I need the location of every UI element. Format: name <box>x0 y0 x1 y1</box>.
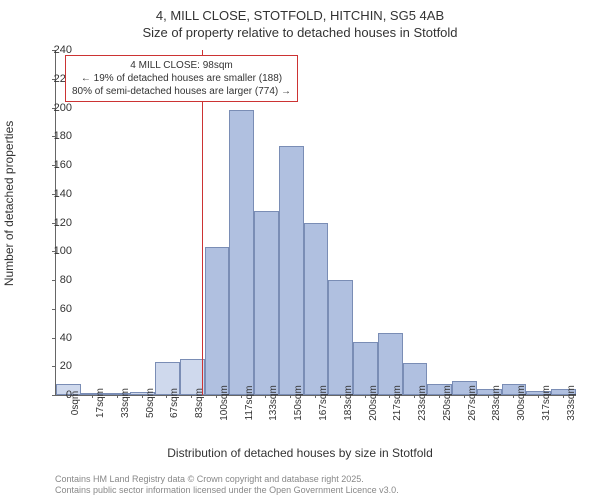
histogram-bar <box>205 247 230 395</box>
xtick-label: 33sqm <box>120 388 131 418</box>
xtick-label: 150sqm <box>293 385 304 421</box>
xtick-label: 283sqm <box>491 385 502 421</box>
ytick-label: 140 <box>42 188 72 200</box>
chart-title-2: Size of property relative to detached ho… <box>0 25 600 42</box>
xtick-label: 0sqm <box>70 391 81 415</box>
histogram-bar <box>254 211 279 395</box>
xtick-label: 267sqm <box>467 385 478 421</box>
xtick-label: 333sqm <box>566 385 577 421</box>
chart-titles: 4, MILL CLOSE, STOTFOLD, HITCHIN, SG5 4A… <box>0 0 600 42</box>
xtick-label: 17sqm <box>95 388 106 418</box>
histogram-bar <box>279 146 304 395</box>
xtick-label: 200sqm <box>368 385 379 421</box>
xtick-label: 217sqm <box>392 385 403 421</box>
x-axis-label: Distribution of detached houses by size … <box>0 446 600 460</box>
footer-line-2: Contains public sector information licen… <box>55 485 399 496</box>
footer-line-1: Contains HM Land Registry data © Crown c… <box>55 474 399 485</box>
histogram-bar <box>328 280 353 395</box>
xtick-label: 117sqm <box>244 386 255 421</box>
y-axis-label: Number of detached properties <box>2 121 16 286</box>
ytick-label: 180 <box>42 130 72 142</box>
chart-title-1: 4, MILL CLOSE, STOTFOLD, HITCHIN, SG5 4A… <box>0 8 600 25</box>
ytick-label: 20 <box>42 360 72 372</box>
xtick-label: 317sqm <box>541 385 552 421</box>
histogram-bar <box>229 110 254 395</box>
xtick-label: 67sqm <box>169 388 180 418</box>
ytick-label: 200 <box>42 102 72 114</box>
xtick-label: 300sqm <box>516 385 527 421</box>
ytick-label: 80 <box>42 274 72 286</box>
xtick-label: 50sqm <box>145 388 156 418</box>
ytick-label: 100 <box>42 245 72 257</box>
chart-container: 4, MILL CLOSE, STOTFOLD, HITCHIN, SG5 4A… <box>0 0 600 500</box>
xtick-label: 250sqm <box>442 385 453 421</box>
xtick-label: 233sqm <box>417 385 428 421</box>
xtick-label: 133sqm <box>268 385 279 421</box>
chart-footer: Contains HM Land Registry data © Crown c… <box>55 474 399 497</box>
annotation-line-2: ← 19% of detached houses are smaller (18… <box>72 72 291 85</box>
ytick-label: 160 <box>42 159 72 171</box>
xtick-label: 183sqm <box>343 385 354 421</box>
ytick-label: 60 <box>42 303 72 315</box>
annotation-line-1: 4 MILL CLOSE: 98sqm <box>72 59 291 72</box>
xtick-label: 83sqm <box>194 388 205 418</box>
histogram-bar <box>304 223 329 396</box>
ytick-label: 120 <box>42 217 72 229</box>
xtick-label: 100sqm <box>219 385 230 421</box>
xtick-label: 167sqm <box>318 385 329 421</box>
annotation-line-3: 80% of semi-detached houses are larger (… <box>72 85 291 98</box>
annotation-box: 4 MILL CLOSE: 98sqm ← 19% of detached ho… <box>65 55 298 102</box>
ytick-label: 40 <box>42 332 72 344</box>
